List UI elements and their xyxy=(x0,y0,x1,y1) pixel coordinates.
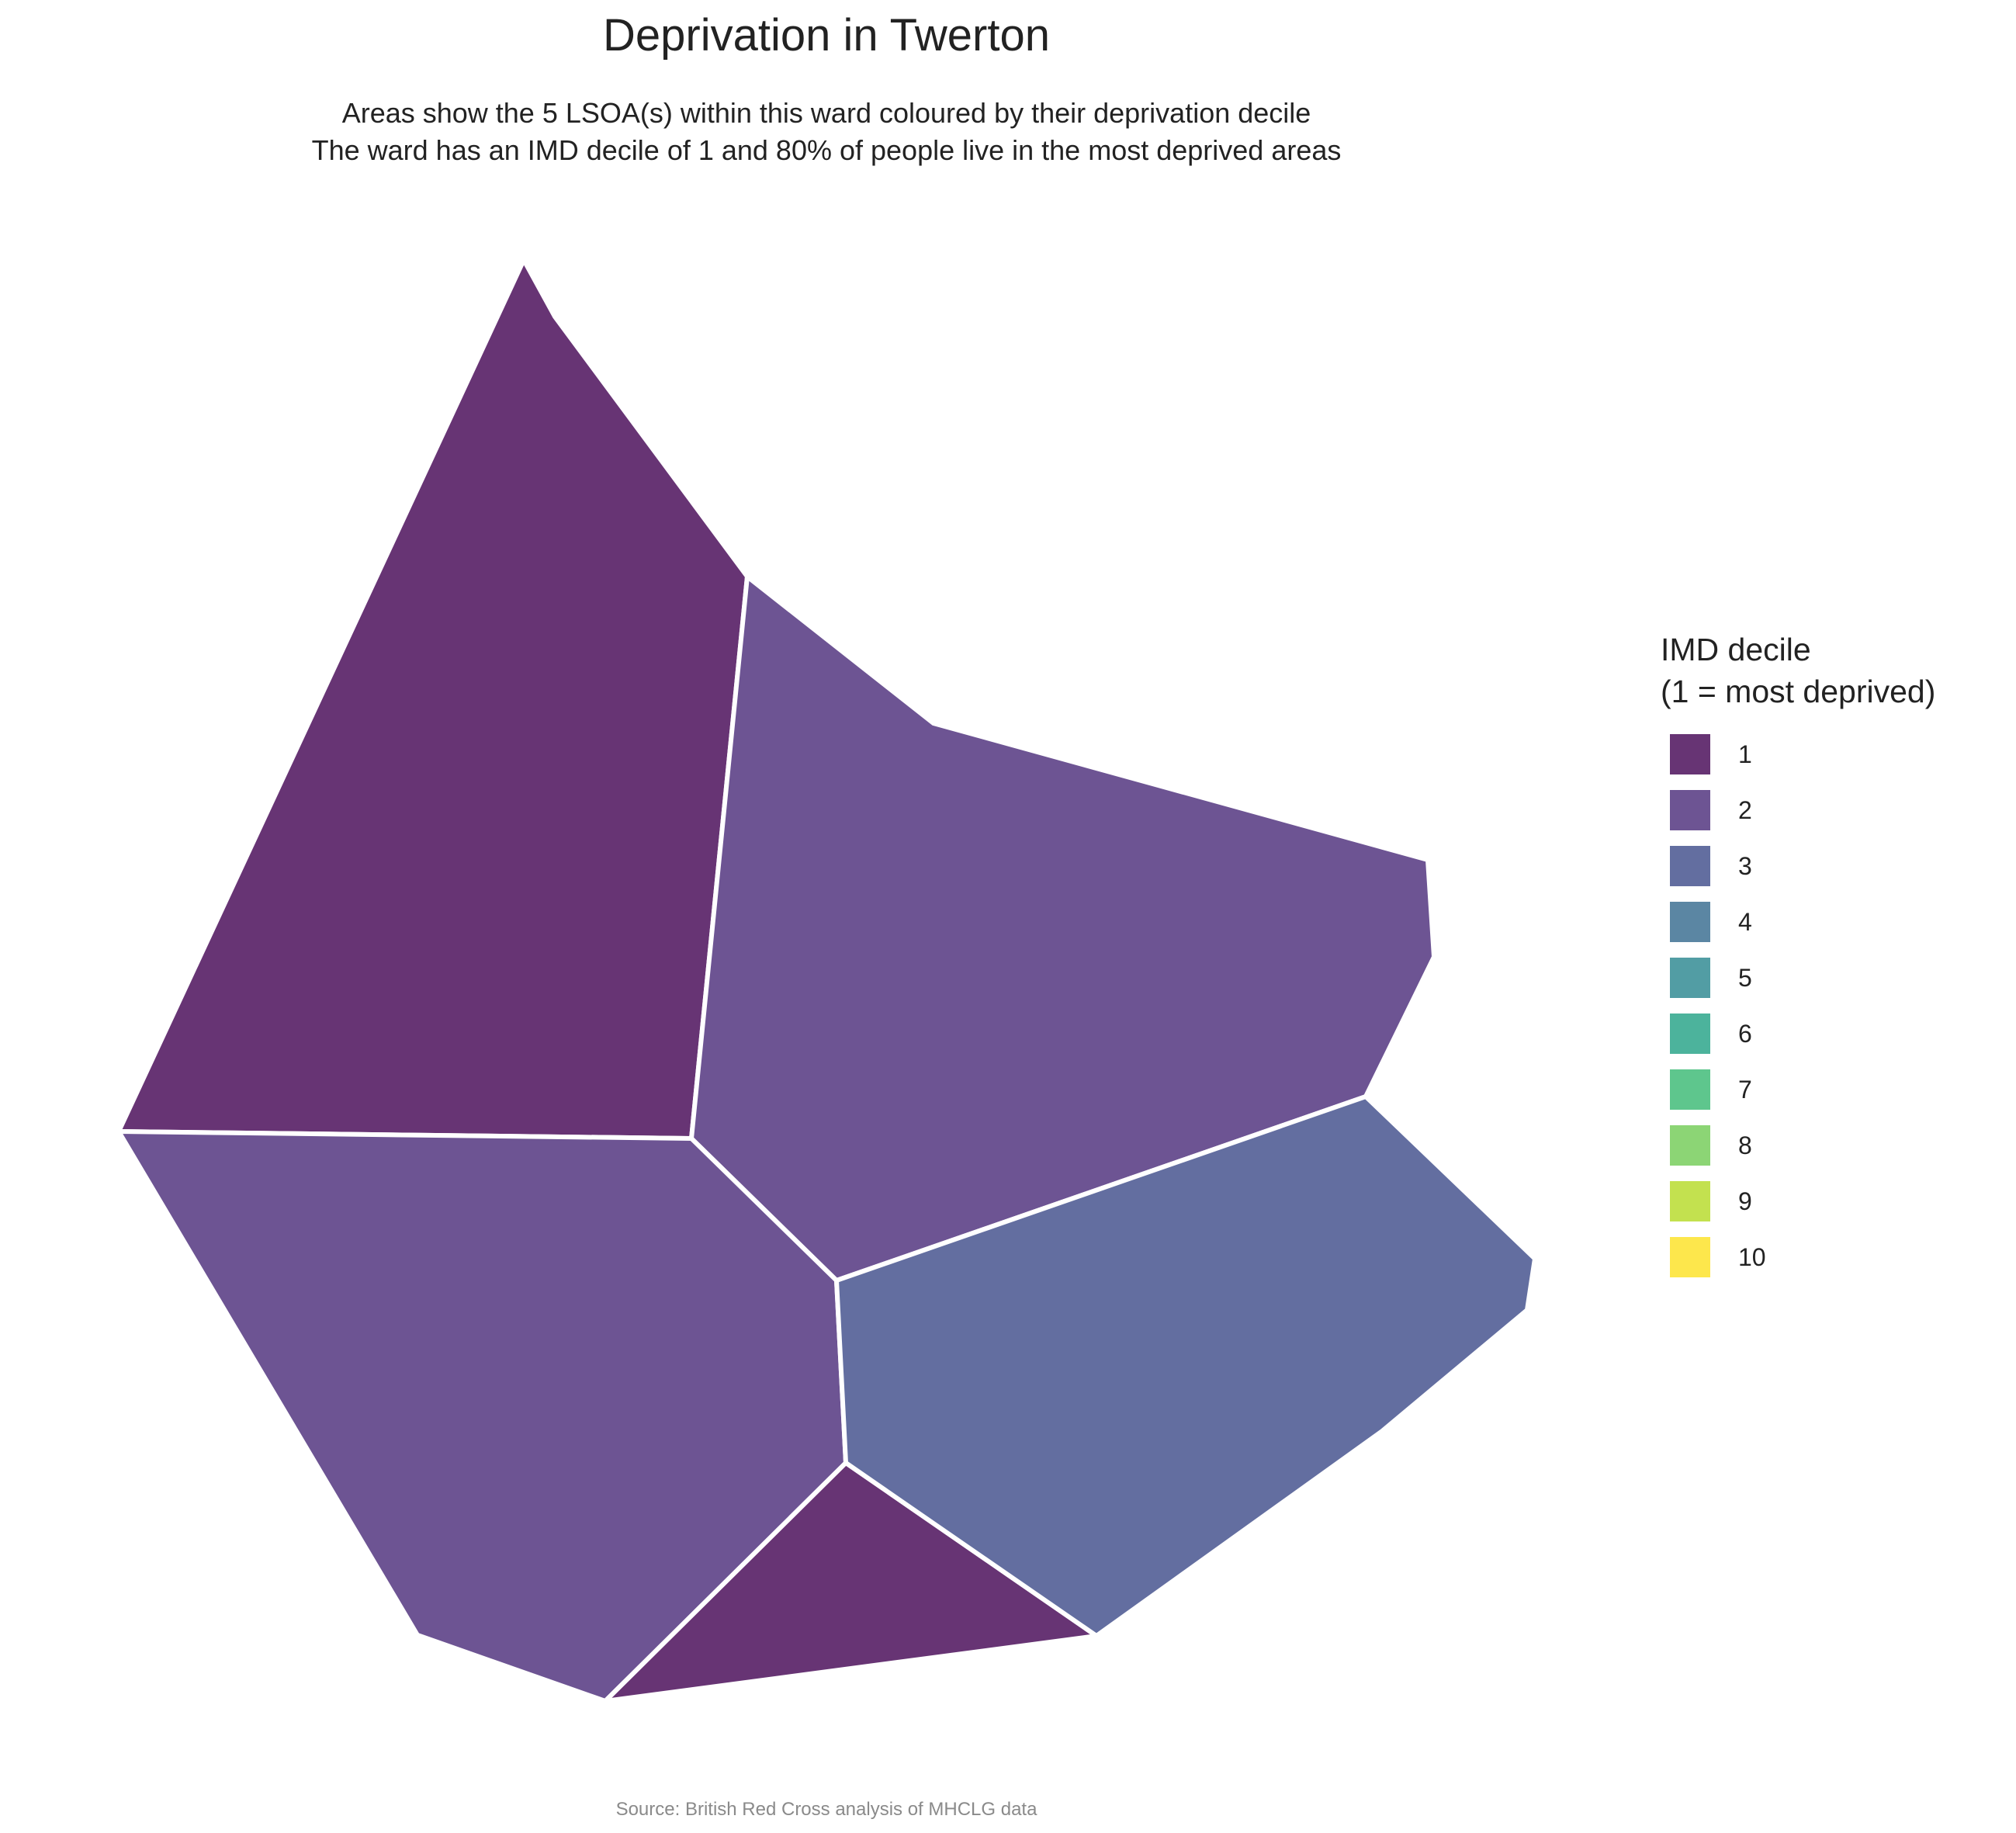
legend-swatch-3 xyxy=(1670,846,1710,886)
legend-item-1: 1 xyxy=(1661,726,1935,782)
chart-subtitle: Areas show the 5 LSOA(s) within this war… xyxy=(0,95,1653,169)
legend-label-7: 7 xyxy=(1738,1075,1752,1104)
legend-swatch-7 xyxy=(1670,1069,1710,1110)
legend-item-9: 9 xyxy=(1661,1173,1935,1229)
legend-label-4: 4 xyxy=(1738,907,1752,936)
legend-swatch-2 xyxy=(1670,790,1710,830)
legend-title: IMD decile (1 = most deprived) xyxy=(1661,629,1935,712)
legend-item-7: 7 xyxy=(1661,1062,1935,1117)
subtitle-line-1: Areas show the 5 LSOA(s) within this war… xyxy=(341,97,1311,129)
legend-swatch-10 xyxy=(1670,1237,1710,1277)
legend-item-3: 3 xyxy=(1661,838,1935,894)
legend-item-4: 4 xyxy=(1661,894,1935,950)
legend-label-5: 5 xyxy=(1738,963,1752,992)
legend-item-5: 5 xyxy=(1661,950,1935,1006)
legend-swatch-9 xyxy=(1670,1181,1710,1221)
legend-item-10: 10 xyxy=(1661,1229,1935,1285)
legend-item-2: 2 xyxy=(1661,782,1935,838)
legend-label-2: 2 xyxy=(1738,795,1752,824)
subtitle-line-2: The ward has an IMD decile of 1 and 80% … xyxy=(311,134,1342,166)
legend-swatch-8 xyxy=(1670,1125,1710,1166)
legend-title-line-1: IMD decile xyxy=(1661,632,1811,667)
legend-item-6: 6 xyxy=(1661,1006,1935,1062)
legend-label-8: 8 xyxy=(1738,1131,1752,1159)
legend-label-6: 6 xyxy=(1738,1019,1752,1048)
legend-swatch-6 xyxy=(1670,1014,1710,1054)
legend-label-10: 10 xyxy=(1738,1242,1766,1271)
legend-swatch-1 xyxy=(1670,734,1710,774)
source-caption: Source: British Red Cross analysis of MH… xyxy=(615,1799,1037,1820)
legend-label-3: 3 xyxy=(1738,851,1752,880)
legend-label-1: 1 xyxy=(1738,740,1752,768)
legend-label-9: 9 xyxy=(1738,1187,1752,1215)
legend-title-line-2: (1 = most deprived) xyxy=(1661,674,1936,709)
legend-swatch-5 xyxy=(1670,958,1710,998)
lsoa-north-west xyxy=(115,255,750,1142)
legend-item-8: 8 xyxy=(1661,1117,1935,1173)
legend-items: 1 2 3 4 5 6 7 8 9 10 xyxy=(1661,726,1935,1285)
chart-title: Deprivation in Twerton xyxy=(602,10,1050,61)
legend-swatch-4 xyxy=(1670,902,1710,942)
lsoa-east xyxy=(833,1093,1538,1639)
legend: IMD decile (1 = most deprived) 1 2 3 4 5 6 7 8 9… xyxy=(1661,629,1935,1285)
